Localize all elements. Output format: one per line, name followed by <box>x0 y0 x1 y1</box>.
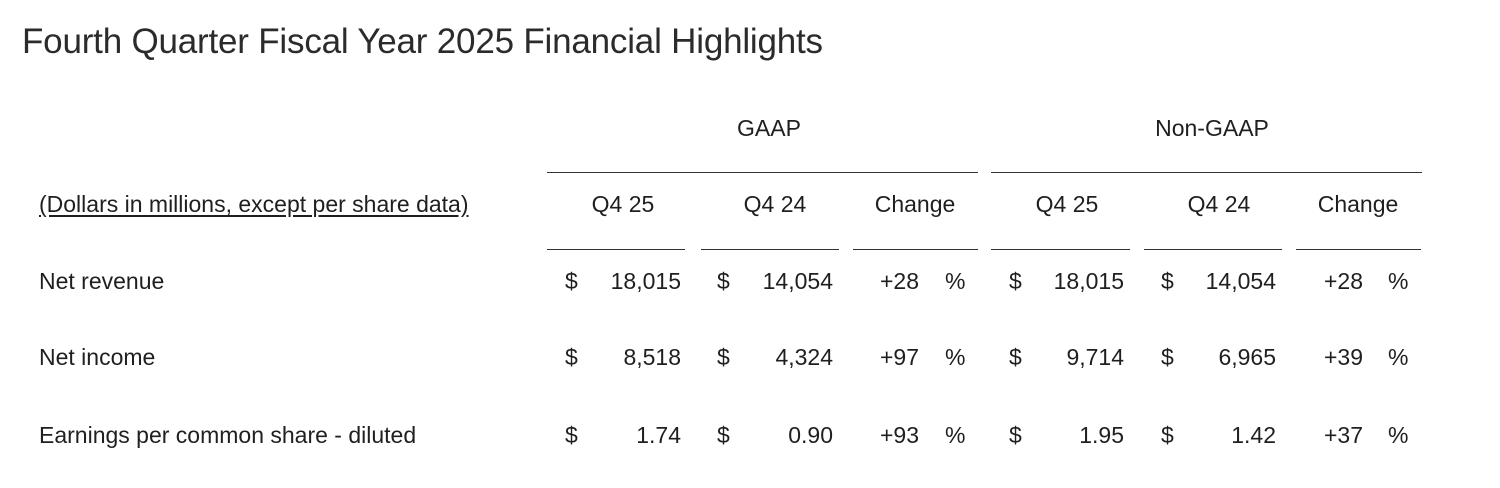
gaap-change-value: +28 <box>879 268 919 294</box>
group-header-gaap: GAAP <box>737 115 801 141</box>
nongaap-change-value: +39 <box>1323 344 1363 370</box>
gaap-change-value: +97 <box>879 344 919 370</box>
col-nongaap-q4-25: Q4 25 <box>1035 191 1099 217</box>
currency-symbol: $ <box>565 344 578 370</box>
percent-symbol: % <box>1388 422 1409 448</box>
percent-symbol: % <box>1388 268 1409 294</box>
currency-symbol: $ <box>717 422 730 448</box>
gaap-q4-24-value: 14,054 <box>762 268 833 294</box>
col-nongaap-change: Change <box>1317 191 1399 217</box>
nongaap-change-value: +28 <box>1323 268 1363 294</box>
col-rule-nongaap-q4-25 <box>991 249 1130 250</box>
row-label: Net revenue <box>39 268 165 294</box>
currency-symbol: $ <box>565 422 578 448</box>
col-rule-gaap-change <box>853 249 978 250</box>
currency-symbol: $ <box>1161 268 1174 294</box>
nongaap-q4-25-value: 18,015 <box>1053 268 1124 294</box>
gaap-q4-24-value: 4,324 <box>775 344 833 370</box>
nongaap-q4-24-value: 1.42 <box>1231 422 1276 448</box>
percent-symbol: % <box>945 268 966 294</box>
currency-symbol: $ <box>1009 344 1022 370</box>
row-label: Net income <box>39 344 156 370</box>
col-gaap-q4-25: Q4 25 <box>591 191 655 217</box>
row-label: Earnings per common share - diluted <box>39 422 417 448</box>
currency-symbol: $ <box>717 344 730 370</box>
percent-symbol: % <box>1388 344 1409 370</box>
col-rule-nongaap-change <box>1296 249 1421 250</box>
col-rule-gaap-q4-24 <box>701 249 839 250</box>
currency-symbol: $ <box>565 268 578 294</box>
units-label: (Dollars in millions, except per share d… <box>39 191 469 217</box>
col-rule-nongaap-q4-24 <box>1144 249 1282 250</box>
nongaap-q4-24-value: 14,054 <box>1205 268 1276 294</box>
col-gaap-q4-24: Q4 24 <box>743 191 807 217</box>
col-nongaap-q4-24: Q4 24 <box>1187 191 1251 217</box>
currency-symbol: $ <box>717 268 730 294</box>
currency-symbol: $ <box>1009 268 1022 294</box>
group-rule-non-gaap <box>991 172 1422 173</box>
gaap-q4-25-value: 8,518 <box>623 344 681 370</box>
gaap-change-value: +93 <box>879 422 919 448</box>
gaap-q4-24-value: 0.90 <box>788 422 833 448</box>
page-title: Fourth Quarter Fiscal Year 2025 Financia… <box>22 22 823 61</box>
currency-symbol: $ <box>1009 422 1022 448</box>
nongaap-q4-25-value: 9,714 <box>1066 344 1124 370</box>
gaap-q4-25-value: 18,015 <box>610 268 681 294</box>
nongaap-change-value: +37 <box>1323 422 1363 448</box>
group-rule-gaap <box>547 172 978 173</box>
col-rule-gaap-q4-25 <box>547 249 685 250</box>
nongaap-q4-24-value: 6,965 <box>1218 344 1276 370</box>
currency-symbol: $ <box>1161 344 1174 370</box>
col-gaap-change: Change <box>874 191 956 217</box>
percent-symbol: % <box>945 344 966 370</box>
gaap-q4-25-value: 1.74 <box>636 422 681 448</box>
nongaap-q4-25-value: 1.95 <box>1079 422 1124 448</box>
group-header-non-gaap: Non-GAAP <box>1155 115 1269 141</box>
percent-symbol: % <box>945 422 966 448</box>
currency-symbol: $ <box>1161 422 1174 448</box>
